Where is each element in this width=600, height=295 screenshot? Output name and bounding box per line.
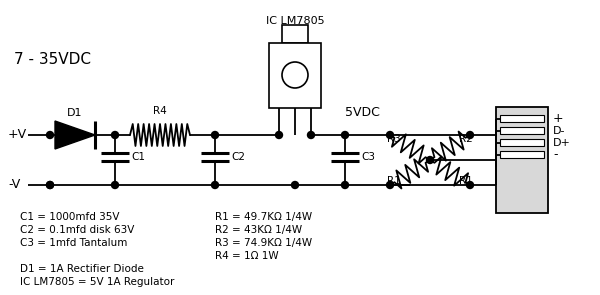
Bar [500,115,544,122]
Text: IC LM7805: IC LM7805 [266,16,325,26]
Text: D1: D1 [67,108,83,118]
Circle shape [308,132,314,138]
Circle shape [282,62,308,88]
Bar [500,151,544,158]
Circle shape [47,181,53,189]
Text: C1: C1 [131,152,145,162]
Circle shape [212,132,218,138]
Circle shape [427,157,433,163]
Text: R1: R1 [387,176,401,186]
Circle shape [47,181,53,189]
Bar [500,139,544,146]
Circle shape [112,181,119,189]
Bar [269,43,321,108]
Text: R4: R4 [153,106,167,116]
Circle shape [386,181,394,189]
Text: C2: C2 [231,152,245,162]
Text: D-: D- [553,125,566,135]
Text: R3: R3 [387,135,401,145]
Text: -: - [553,148,557,161]
Text: C3 = 1mfd Tantalum: C3 = 1mfd Tantalum [20,238,127,248]
Text: 5VDC: 5VDC [345,106,380,119]
Text: D1 = 1A Rectifier Diode: D1 = 1A Rectifier Diode [20,264,144,274]
Circle shape [467,132,473,138]
Text: C1 = 1000mfd 35V: C1 = 1000mfd 35V [20,212,119,222]
Text: R1: R1 [459,176,473,186]
Bar [496,107,548,213]
Circle shape [292,181,299,189]
Bar [282,25,308,43]
Circle shape [112,132,119,138]
Text: R2 = 43KΩ 1/4W: R2 = 43KΩ 1/4W [215,225,302,235]
Bar [500,127,544,134]
Text: IC LM7805 = 5V 1A Regulator: IC LM7805 = 5V 1A Regulator [20,277,175,287]
Circle shape [467,181,473,189]
Circle shape [47,132,53,138]
Text: R3 = 74.9KΩ 1/4W: R3 = 74.9KΩ 1/4W [215,238,312,248]
Text: C2 = 0.1mfd disk 63V: C2 = 0.1mfd disk 63V [20,225,134,235]
Circle shape [386,132,394,138]
Text: -V: -V [8,178,20,191]
Circle shape [275,132,283,138]
Text: R1 = 49.7KΩ 1/4W: R1 = 49.7KΩ 1/4W [215,212,312,222]
Circle shape [212,181,218,189]
Circle shape [341,132,349,138]
Text: C3: C3 [361,152,375,162]
Text: R2: R2 [459,135,473,145]
Text: R4 = 1Ω 1W: R4 = 1Ω 1W [215,251,278,261]
Text: +V: +V [8,129,27,142]
Circle shape [341,181,349,189]
Polygon shape [55,121,95,149]
Text: D+: D+ [553,137,571,148]
Text: +: + [553,112,563,125]
Text: 7 - 35VDC: 7 - 35VDC [14,53,91,68]
